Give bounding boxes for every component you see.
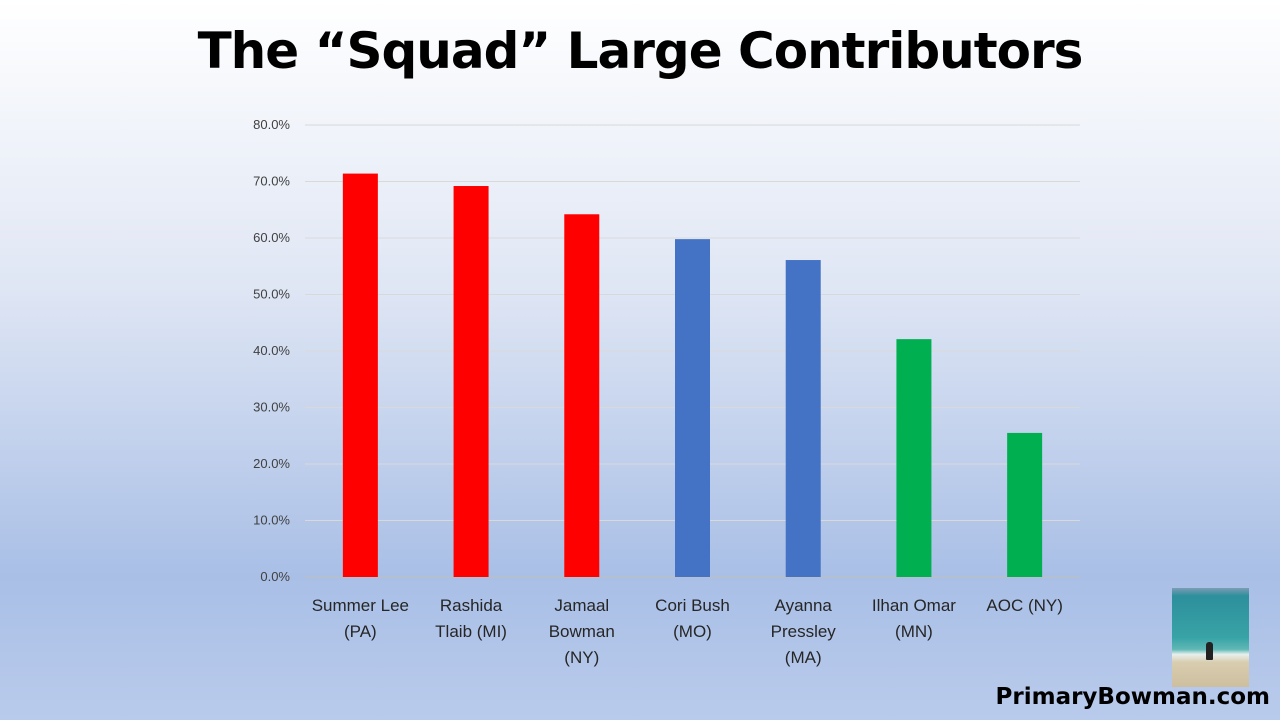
y-tick-label: 30.0% [253,400,290,415]
x-tick-label: Ilhan Omar [872,596,956,615]
bar [675,239,710,577]
x-tick-label: Jamaal [554,596,609,615]
y-tick-label: 0.0% [260,569,290,584]
x-tick-label: Ayanna [775,596,833,615]
x-tick-label: (MA) [785,648,822,667]
y-tick-label: 10.0% [253,513,290,528]
x-tick-label: Summer Lee [312,596,409,615]
y-tick-label: 60.0% [253,230,290,245]
beach-photo [1172,588,1249,687]
x-tick-label: Tlaib (MI) [435,622,507,641]
chart-title: The “Squad” Large Contributors [197,22,1084,80]
bar [342,173,378,577]
x-tick-label: Bowman [549,622,615,641]
x-tick-label: Cori Bush [655,596,730,615]
y-tick-label: 50.0% [253,287,290,302]
y-tick-label: 80.0% [253,117,290,132]
x-tick-label: (MN) [895,622,933,641]
y-tick-label: 40.0% [253,343,290,358]
bar [564,214,600,577]
person-figure [1206,642,1213,660]
bar [896,339,932,577]
x-tick-label: Rashida [440,596,503,615]
bar [1007,432,1043,577]
bar [785,260,821,577]
x-tick-label: (PA) [344,622,377,641]
bar [453,186,489,577]
website-label: PrimaryBowman.com [995,684,1270,710]
x-tick-label: Pressley [771,622,837,641]
x-tick-label: (NY) [564,648,599,667]
x-tick-label: AOC (NY) [986,596,1063,615]
y-tick-label: 70.0% [253,174,290,189]
y-tick-label: 20.0% [253,456,290,471]
x-tick-label: (MO) [673,622,712,641]
